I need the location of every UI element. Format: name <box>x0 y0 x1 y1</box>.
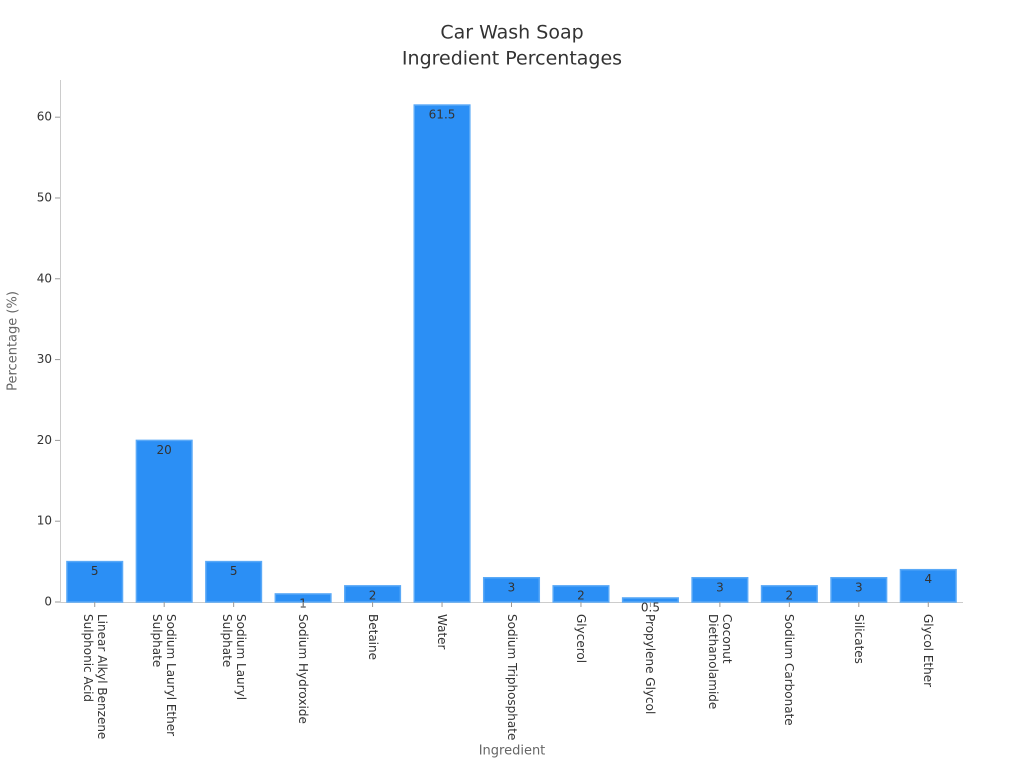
chart-title: Car Wash Soap <box>440 22 583 44</box>
data-label: 4 <box>924 572 932 586</box>
x-tick-label: Sodium Lauryl Ether Sulphate <box>150 614 179 737</box>
bar <box>205 560 263 603</box>
y-tick-label: 60 <box>37 110 52 124</box>
bar <box>830 577 888 603</box>
x-tick-label: Sodium Lauryl Sulphate <box>219 614 248 701</box>
y-tick-label: 10 <box>37 514 52 528</box>
data-label: 0.5 <box>641 600 660 614</box>
x-tick-label: Propylene Glycol <box>643 614 658 715</box>
data-label: 20 <box>157 443 172 457</box>
bar <box>482 577 541 603</box>
data-label: 2 <box>369 588 377 602</box>
data-label: 2 <box>577 588 585 602</box>
x-tick-label: Glycerol <box>573 614 588 664</box>
x-tick-label: Sodium Carbonate <box>782 614 797 726</box>
x-tick-label: Water <box>435 614 450 650</box>
y-tick-label: 20 <box>37 433 52 447</box>
x-tick-label: Linear Alkyl Benzene Sulphonic Acid <box>80 614 109 740</box>
y-axis-label: Percentage (%) <box>6 291 21 391</box>
x-tick-label: Coconut Diethanolamide <box>705 614 734 710</box>
data-label: 61.5 <box>429 108 456 122</box>
x-tick-label: Glycol Ether <box>921 614 936 688</box>
data-label: 3 <box>508 580 516 594</box>
bar <box>413 104 471 603</box>
x-tick-label: Sodium Triphosphate <box>504 614 519 741</box>
data-label: 5 <box>230 564 238 578</box>
y-tick-label: 0 <box>44 595 52 609</box>
x-tick-label: Sodium Hydroxide <box>296 614 311 724</box>
y-tick-label: 50 <box>37 190 52 204</box>
bar <box>135 439 193 603</box>
y-tick-label: 40 <box>37 271 52 285</box>
chart-title: Ingredient Percentages <box>402 48 622 70</box>
x-tick-label: Betaine <box>365 614 380 660</box>
data-label: 2 <box>786 588 794 602</box>
bar <box>899 568 957 603</box>
data-label: 5 <box>91 564 99 578</box>
data-label: 3 <box>855 580 863 594</box>
data-label: 3 <box>716 580 724 594</box>
x-tick-label: Silicates <box>851 614 866 664</box>
y-tick-label: 30 <box>37 352 52 366</box>
x-axis-label: Ingredient <box>479 744 546 759</box>
